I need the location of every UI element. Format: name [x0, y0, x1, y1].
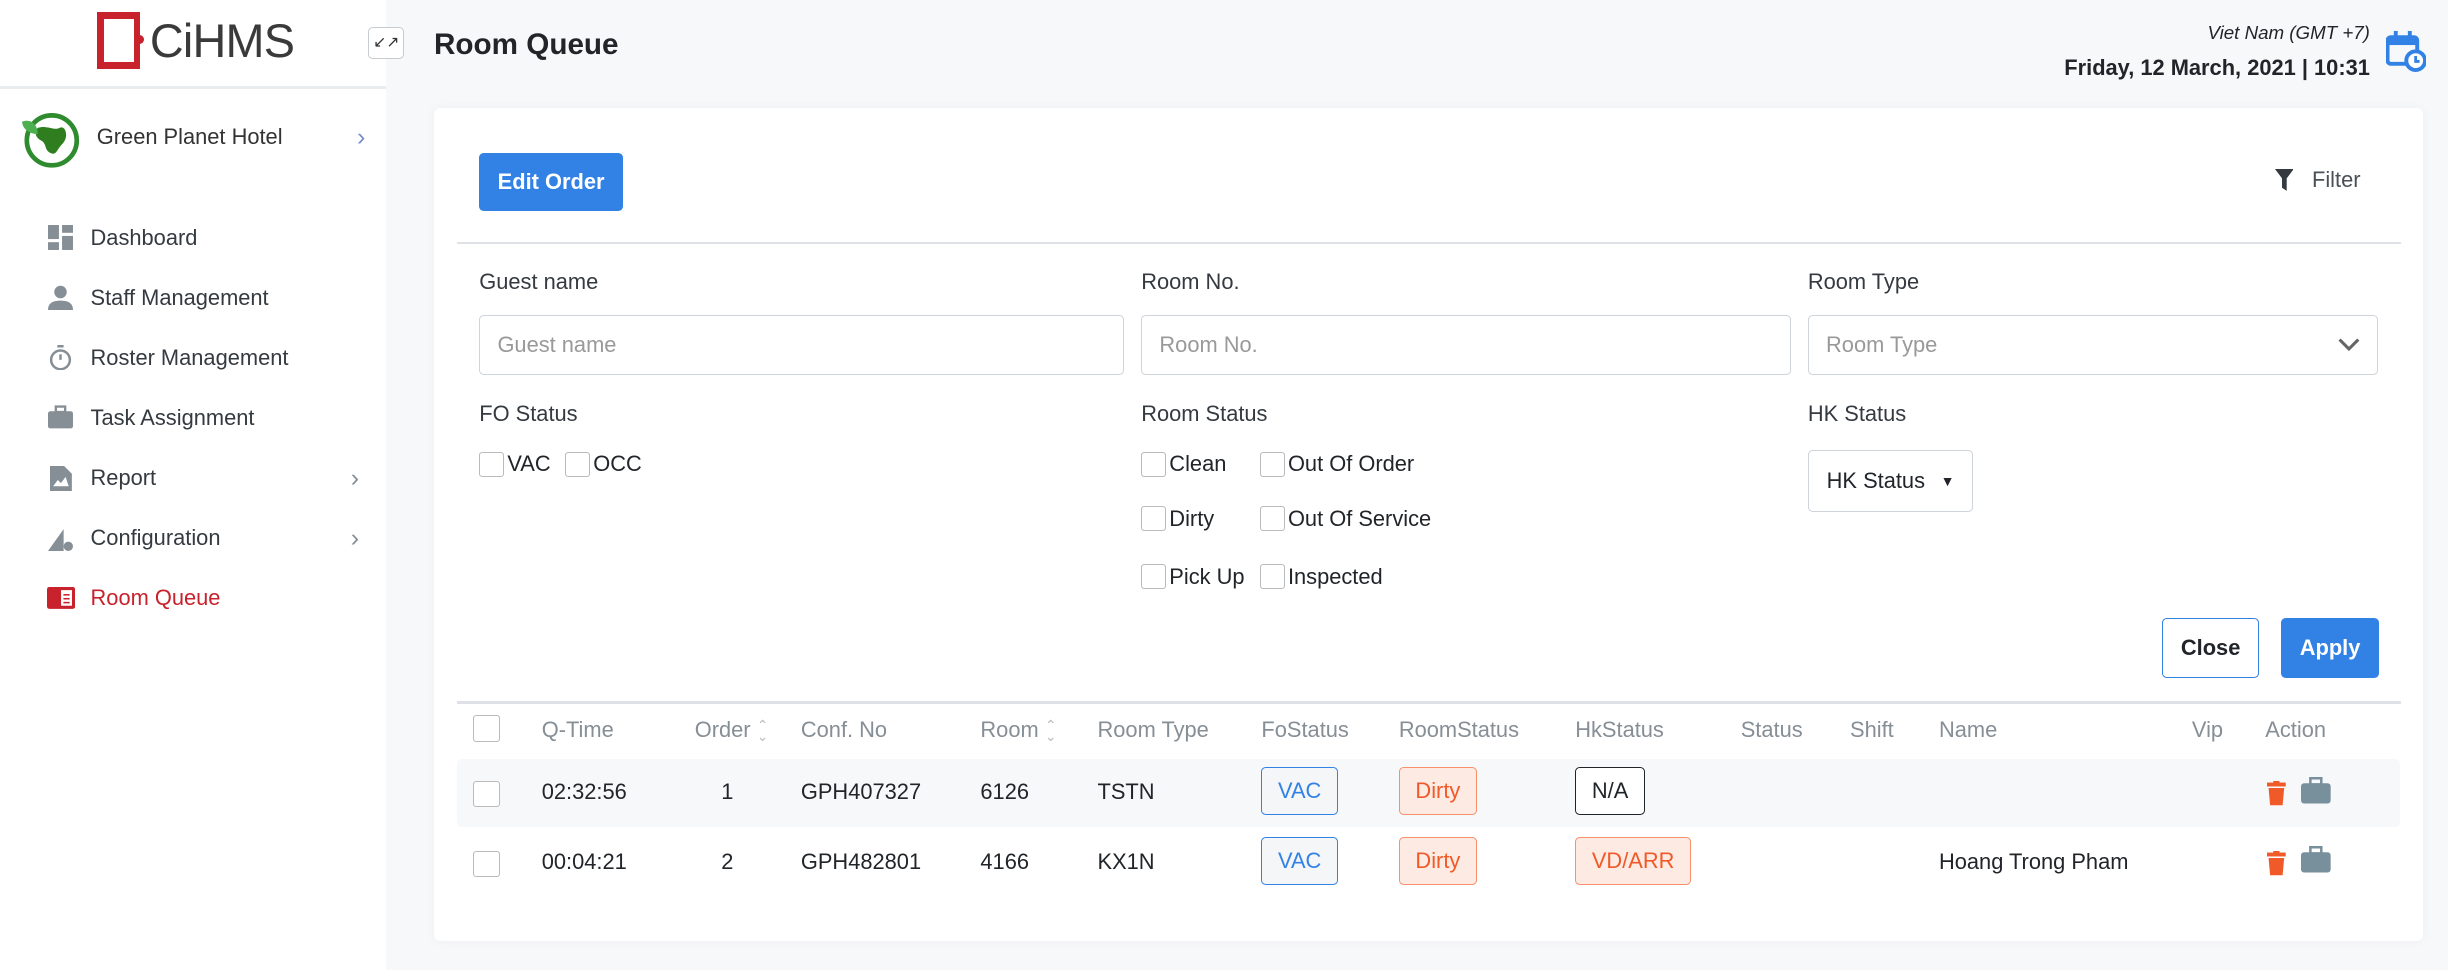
select-all-checkbox[interactable] [473, 715, 500, 742]
fo-status-vac-checkbox[interactable]: VAC [479, 451, 551, 477]
column-header-fo-status: FoStatus [1261, 716, 1349, 742]
stopwatch-icon [47, 344, 75, 372]
room-type-label: Room Type [1807, 268, 1920, 294]
briefcase-icon[interactable] [2301, 777, 2331, 804]
row-checkbox[interactable] [473, 850, 500, 878]
room-status-pick-up-checkbox[interactable]: Pick Up [1141, 564, 1245, 590]
divider [457, 241, 2402, 244]
briefcase-icon[interactable] [2301, 846, 2331, 873]
sidebar-item-dashboard[interactable]: Dashboard [47, 208, 359, 268]
sidebar-item-roster-management[interactable]: Roster Management [47, 328, 359, 388]
divider [457, 700, 2402, 705]
order: 1 [721, 779, 734, 805]
person-icon [47, 284, 75, 312]
column-header-room-type: Room Type [1097, 716, 1209, 742]
column-header-conf-no: Conf. No [800, 716, 888, 742]
sidebar-item-room-queue[interactable]: Room Queue [46, 568, 359, 628]
calendar-clock-icon[interactable] [2385, 31, 2427, 72]
briefcase-icon [47, 404, 75, 432]
hk-status-badge: VD/ARR [1575, 836, 1691, 886]
caret-down-icon: ▼ [1940, 472, 1955, 489]
room: 4166 [980, 849, 1030, 875]
collapse-sidebar-button[interactable]: ↙↗ [368, 26, 405, 60]
room-no-input[interactable] [1141, 315, 1791, 375]
column-header-room[interactable]: Room ⌃ ⌄ [980, 716, 1057, 744]
apply-button[interactable]: Apply [2280, 618, 2380, 678]
conf-no: GPH407327 [800, 779, 922, 805]
room-no-label: Room No. [1141, 268, 1240, 294]
room-type-select[interactable]: Room Type [1807, 315, 2378, 375]
room: 6126 [980, 779, 1030, 805]
q-time: 02:32:56 [541, 779, 627, 805]
room-queue-card: Edit Order Filter Guest name Room No. Ro… [434, 107, 2423, 942]
hk-status-label: HK Status [1807, 401, 1907, 427]
column-header-room-status: RoomStatus [1398, 716, 1520, 742]
room-status-badge: Dirty [1398, 836, 1477, 886]
room-status-dirty-checkbox[interactable]: Dirty [1141, 506, 1214, 532]
sort-icon: ⌃ ⌄ [1044, 716, 1057, 744]
configuration-icon [47, 524, 75, 552]
row-checkbox[interactable] [473, 780, 500, 808]
column-header-status: Status [1740, 716, 1803, 742]
hk-status-badge: N/A [1575, 766, 1645, 815]
sidebar-item-task-assignment[interactable]: Task Assignment [47, 388, 359, 448]
current-datetime: Friday, 12 March, 2021 | 10:31 [2064, 54, 2370, 80]
hotel-selector[interactable]: Green Planet Hotel › [19, 106, 366, 168]
fo-status-badge: VAC [1261, 836, 1338, 886]
column-header-shift: Shift [1850, 716, 1894, 742]
column-header-q-time: Q-Time [541, 716, 614, 742]
filter-button[interactable]: Filter [2274, 167, 2361, 193]
order: 2 [721, 849, 734, 875]
dashboard-icon [47, 224, 75, 252]
sidebar-menu: Dashboard Staff Management Roster Manage… [46, 208, 359, 629]
guest-name: Hoang Trong Pham [1938, 849, 2129, 875]
guest-name-input[interactable] [479, 315, 1125, 375]
close-button[interactable]: Close [2162, 618, 2260, 678]
q-time: 00:04:21 [541, 849, 627, 875]
room-type: KX1N [1097, 849, 1155, 875]
chevron-right-icon: › [356, 122, 366, 151]
column-header-name: Name [1938, 716, 1998, 742]
room-status-out-of-order-checkbox[interactable]: Out Of Order [1259, 451, 1414, 477]
sort-icon: ⌃ ⌄ [756, 716, 769, 744]
column-header-vip: Vip [2191, 716, 2224, 742]
column-header-action: Action [2265, 716, 2326, 742]
chevron-right-icon: › [350, 523, 360, 552]
sidebar-item-configuration[interactable]: Configuration › [47, 508, 359, 568]
globe-icon [21, 113, 79, 168]
sidebar-item-report[interactable]: Report › [47, 448, 359, 508]
report-icon [47, 464, 75, 492]
guest-name-label: Guest name [479, 268, 599, 294]
column-header-hk-status: HkStatus [1575, 716, 1664, 742]
logo: CiHMS [96, 12, 295, 69]
room-status-badge: Dirty [1398, 766, 1477, 815]
timezone: Viet Nam (GMT +7) [2207, 21, 2370, 43]
edit-order-button[interactable]: Edit Order [479, 152, 623, 211]
room-type: TSTN [1097, 779, 1155, 805]
page-title: Room Queue [434, 28, 619, 62]
collapse-icon: ↙↗ [373, 34, 400, 52]
fo-status-occ-checkbox[interactable]: OCC [565, 451, 642, 477]
chevron-down-icon [2338, 338, 2360, 352]
fo-status-badge: VAC [1261, 766, 1338, 815]
delete-icon[interactable] [2266, 780, 2286, 806]
divider [0, 85, 386, 89]
fo-status-label: FO Status [479, 401, 578, 427]
column-header-order[interactable]: Order ⌃ ⌄ [694, 716, 769, 744]
room-status-out-of-service-checkbox[interactable]: Out Of Service [1259, 506, 1431, 532]
chevron-right-icon: › [350, 463, 360, 492]
conf-no: GPH482801 [800, 849, 922, 875]
room-status-label: Room Status [1141, 401, 1268, 427]
sidebar-item-staff-management[interactable]: Staff Management [47, 268, 359, 328]
sidebar: CiHMS Green Planet Hotel › Dashboard Sta… [0, 0, 386, 970]
room-status-inspected-checkbox[interactable]: Inspected [1259, 564, 1383, 590]
room-status-clean-checkbox[interactable]: Clean [1141, 451, 1226, 477]
filter-icon [2274, 169, 2294, 191]
room-queue-icon [46, 584, 75, 612]
delete-icon[interactable] [2266, 850, 2286, 876]
hk-status-dropdown[interactable]: HK Status ▼ [1807, 449, 1974, 513]
